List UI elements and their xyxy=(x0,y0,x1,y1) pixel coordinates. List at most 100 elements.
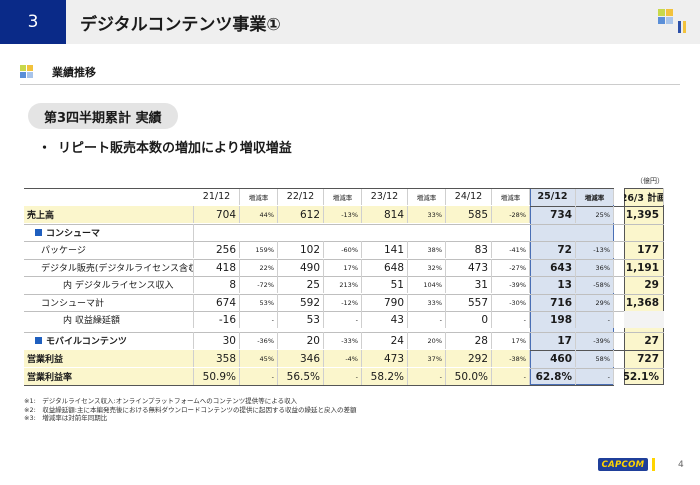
value-cell: 643 xyxy=(530,259,576,276)
row-rule xyxy=(24,276,664,277)
change-rate-cell: 20% xyxy=(408,332,446,349)
value-cell: 198 xyxy=(530,311,576,328)
row-label-text: 売上高 xyxy=(27,211,55,221)
value-cell: 1,368 xyxy=(625,296,659,309)
value-cell: 43 xyxy=(362,311,408,328)
value-cell: 557 xyxy=(446,294,492,311)
change-rate-cell: - xyxy=(408,368,446,385)
footnote: ※2: 収益繰延額:主に本編発売後における無料ダウンロードコンテンツの提供に起因… xyxy=(24,405,357,414)
footnote: ※1: デジタルライセンス収入:オンラインプラットフォームへのコンテンツ提供等に… xyxy=(24,397,298,405)
value-cell: 102 xyxy=(278,241,324,258)
change-rate-cell: -4% xyxy=(324,350,362,367)
bullet-mark: ・ xyxy=(38,141,52,156)
row-label-text: コンシューマ xyxy=(46,229,101,239)
row-label-text: 内 デジタルライセンス収入 xyxy=(63,281,174,291)
row-rule xyxy=(24,294,664,295)
table-row: コンシューマ xyxy=(24,224,664,241)
value-cell: 17 xyxy=(530,332,576,349)
value-cell: 13 xyxy=(530,276,576,293)
value-cell: 292 xyxy=(446,350,492,367)
value-cell: 50.0% xyxy=(446,368,492,385)
row-label-text: 営業利益率 xyxy=(27,373,73,383)
row-rule xyxy=(24,311,664,312)
section-number: 3 xyxy=(0,0,66,44)
change-rate-cell: 38% xyxy=(408,241,446,258)
value-cell: 31 xyxy=(446,276,492,293)
summary-text: リピート販売本数の増加により増収増益 xyxy=(58,141,292,156)
change-rate-cell: 25% xyxy=(576,206,614,223)
change-rate-cell: 22% xyxy=(240,259,278,276)
value-cell: 790 xyxy=(362,294,408,311)
sub-heading-label: 業績推移 xyxy=(52,66,96,79)
change-rate-cell: 53% xyxy=(240,294,278,311)
row-label: 内 デジタルライセンス収入 xyxy=(60,276,194,293)
column-header: 増減率 xyxy=(240,188,278,205)
change-rate-cell: -41% xyxy=(492,241,530,258)
change-rate-cell: - xyxy=(492,368,530,385)
table-row: 営業利益率 50.9% -56.5% -58.2% -50.0% -62.8% -52.1% xyxy=(24,368,664,385)
change-rate-cell: -36% xyxy=(240,332,278,349)
value-cell: 62.8% xyxy=(530,368,576,385)
value-cell: 612 xyxy=(278,206,324,223)
value-cell: 727 xyxy=(637,352,659,365)
value-cell: 53 xyxy=(278,311,324,328)
column-header: 増減率 xyxy=(408,188,446,205)
value-cell: 30 xyxy=(194,332,240,349)
change-rate-cell: -12% xyxy=(324,294,362,311)
value-cell: 704 xyxy=(194,206,240,223)
column-header: 増減率 xyxy=(492,188,530,205)
summary-bullet: ・リピート販売本数の増加により増収増益 xyxy=(38,137,292,156)
change-rate-cell: - xyxy=(408,311,446,328)
unit-label: （億円） xyxy=(636,177,664,185)
change-rate-cell: -39% xyxy=(492,276,530,293)
divider xyxy=(20,84,680,85)
decorative-blocks-icon xyxy=(658,9,688,35)
change-rate-cell: 33% xyxy=(408,206,446,223)
row-rule xyxy=(24,241,664,242)
category-square-icon xyxy=(35,337,42,344)
value-cell: 592 xyxy=(278,294,324,311)
row-label-text: 内 収益繰延額 xyxy=(63,316,120,326)
value-cell: 24 xyxy=(362,332,408,349)
value-cell: 52.1% xyxy=(624,370,659,383)
change-rate-cell: 17% xyxy=(324,259,362,276)
value-cell: 734 xyxy=(530,206,576,223)
logo-accent xyxy=(652,458,655,471)
change-rate-cell: -13% xyxy=(576,241,614,258)
change-rate-cell: 58% xyxy=(576,350,614,367)
change-rate-cell: -58% xyxy=(576,276,614,293)
table-row: 内 デジタルライセンス収入 8 -72% 25 213% 51 104% 31 -39% 13 -5… xyxy=(24,276,664,293)
value-cell: 473 xyxy=(362,350,408,367)
column-header: 増減率 xyxy=(324,188,362,205)
squares-icon xyxy=(20,65,36,79)
row-label-text: モバイルコンテンツ xyxy=(46,337,127,347)
value-cell: 58.2% xyxy=(362,368,408,385)
row-label-text: デジタル販売(デジタルライセンス含む) xyxy=(41,264,194,274)
value-cell: 256 xyxy=(194,241,240,258)
table-row: 営業利益 358 45% 346 -4% 473 37% 292 -38% 460 58% 727 xyxy=(24,350,664,367)
change-rate-cell: -27% xyxy=(492,259,530,276)
value-cell: 141 xyxy=(362,241,408,258)
row-label-text: コンシューマ計 xyxy=(41,299,105,309)
value-cell: 8 xyxy=(194,276,240,293)
change-rate-cell: 32% xyxy=(408,259,446,276)
value-cell: 56.5% xyxy=(278,368,324,385)
plan-column xyxy=(624,188,664,385)
row-label-text: パッケージ xyxy=(41,246,86,256)
value-cell: 460 xyxy=(530,350,576,367)
change-rate-cell: - xyxy=(576,311,614,328)
value-cell: 674 xyxy=(194,294,240,311)
value-cell: 358 xyxy=(194,350,240,367)
footnotes: ※1: デジタルライセンス収入:オンラインプラットフォームへのコンテンツ提供等に… xyxy=(24,397,356,423)
value-cell: 51 xyxy=(362,276,408,293)
footnote: ※3: 増減率は対前年同期比 xyxy=(24,414,108,422)
value-cell: 346 xyxy=(278,350,324,367)
value-cell: 814 xyxy=(362,206,408,223)
header-bar: 3 デジタルコンテンツ事業① xyxy=(0,0,700,44)
table-top-rule xyxy=(24,188,614,189)
table-row: 内 収益繰延額 -16-53-43-0-198- xyxy=(24,311,664,328)
value-cell: 418 xyxy=(194,259,240,276)
sub-heading: 業績推移 xyxy=(20,63,96,81)
value-cell: -16 xyxy=(194,311,240,328)
table-row: モバイルコンテンツ 30 -36% 20 -33% 24 20% 28 17% 17 -39% 27 xyxy=(24,332,664,349)
